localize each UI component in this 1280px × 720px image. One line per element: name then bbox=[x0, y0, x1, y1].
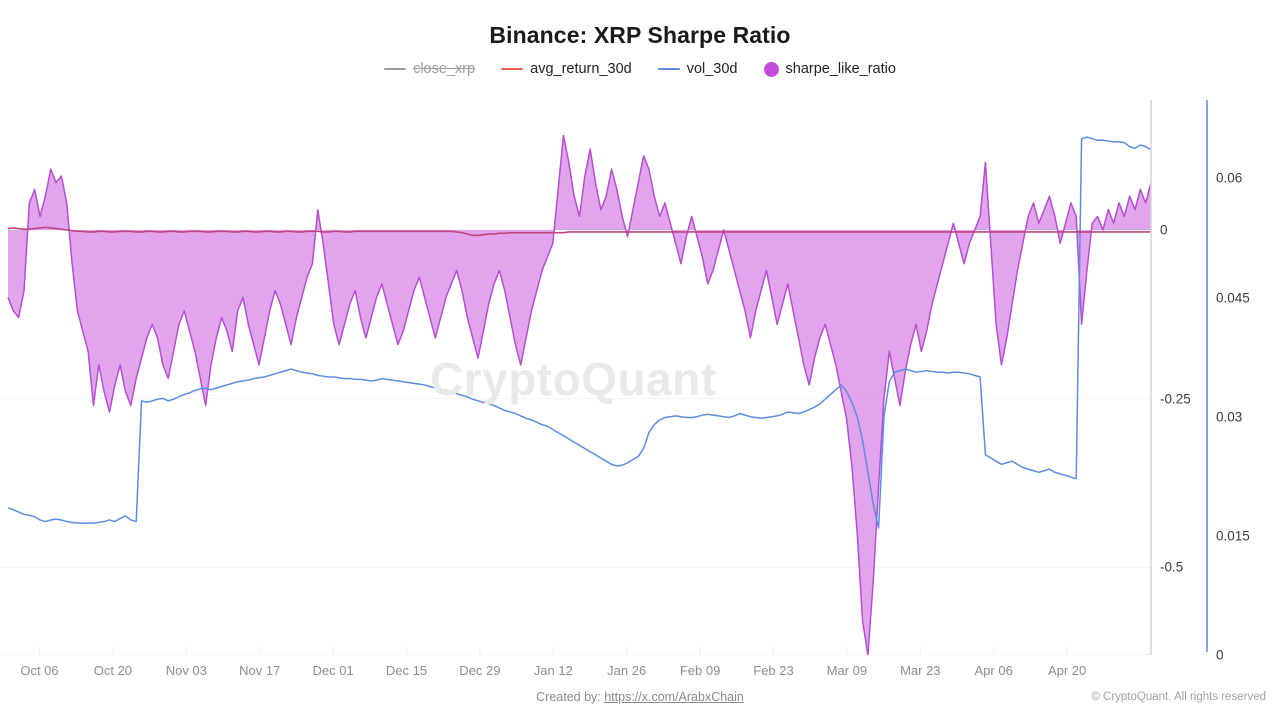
y-axis-right-tick-label: 0.045 bbox=[1216, 290, 1250, 306]
y-axis-left-tick-label: -0.5 bbox=[1160, 559, 1184, 575]
legend-item-label: avg_return_30d bbox=[530, 61, 632, 77]
footer-copyright: © CryptoQuant. All rights reserved bbox=[1091, 691, 1266, 703]
x-axis-tick-label: Oct 20 bbox=[93, 663, 133, 678]
plot-area bbox=[0, 95, 1280, 655]
legend-line-icon bbox=[501, 68, 524, 70]
chart-legend: close_xrp avg_return_30d vol_30d sharpe_lik… bbox=[0, 61, 1280, 77]
x-axis-tick-label: Mar 09 bbox=[826, 663, 868, 678]
y-axis-right-tick-label: 0.03 bbox=[1216, 409, 1243, 425]
y-axis-right-tick-label: 0.06 bbox=[1216, 170, 1243, 186]
series-line-vol-30d bbox=[7, 136, 1152, 529]
legend-item-vol-30d[interactable]: vol_30d bbox=[657, 61, 738, 77]
page-title: Binance: XRP Sharpe Ratio bbox=[489, 22, 791, 48]
legend-item-label: close_xrp bbox=[413, 61, 476, 77]
legend-item-avg-return-30d[interactable]: avg_return_30d bbox=[501, 61, 632, 77]
legend-item-sharpe-like-ratio[interactable]: sharpe_like_ratio bbox=[763, 61, 896, 77]
x-axis-tick-label: Feb 09 bbox=[679, 663, 721, 678]
x-axis-tick-label: Apr 06 bbox=[974, 663, 1013, 678]
legend-dot-icon bbox=[763, 61, 779, 77]
y-axis-left-tick-label: -0.25 bbox=[1160, 391, 1191, 407]
x-axis-tick-label: Feb 23 bbox=[753, 663, 794, 678]
x-axis-tick-label: Dec 15 bbox=[385, 663, 428, 678]
x-axis-tick-label: Apr 20 bbox=[1047, 663, 1087, 678]
x-axis-labels: Oct 06 Oct 20 Nov 03 Nov 17 Dec 01 Dec 15 Dec … bbox=[0, 663, 1280, 685]
series-area-sharpe-like-ratio bbox=[8, 135, 1151, 655]
x-axis-tick-label: Mar 23 bbox=[900, 663, 941, 678]
legend-line-icon bbox=[657, 68, 680, 70]
footer-credit-prefix: Created by: bbox=[536, 690, 605, 704]
x-axis-tick-label: Oct 06 bbox=[20, 663, 59, 678]
y-axis-right-tick-label: 0 bbox=[1216, 647, 1224, 663]
chart-svg bbox=[0, 100, 1208, 655]
series-line-sharpe-like-ratio bbox=[7, 134, 1152, 655]
footer-credit-link[interactable]: https://x.com/ArabxChain bbox=[604, 690, 744, 704]
x-axis-tick-label: Nov 17 bbox=[239, 663, 281, 678]
x-axis-tick-label: Dec 29 bbox=[459, 663, 501, 678]
x-axis-tick-label: Dec 01 bbox=[312, 663, 354, 678]
legend-item-label: sharpe_like_ratio bbox=[785, 61, 896, 77]
legend-line-icon bbox=[384, 68, 407, 70]
series-line-avg-return-30d bbox=[7, 226, 1151, 237]
x-axis-tick-label: Nov 03 bbox=[165, 663, 207, 678]
y-axis-left-tick-label: 0 bbox=[1160, 222, 1168, 238]
footer-credit: Created by: https://x.com/ArabxChain bbox=[0, 690, 1280, 704]
x-axis-tick-label: Jan 12 bbox=[533, 663, 573, 678]
y-axis-right-tick-label: 0.015 bbox=[1216, 528, 1250, 544]
legend-item-label: vol_30d bbox=[686, 61, 738, 77]
x-axis-tick-label: Jan 26 bbox=[607, 663, 647, 678]
legend-item-close-xrp[interactable]: close_xrp bbox=[384, 61, 475, 77]
